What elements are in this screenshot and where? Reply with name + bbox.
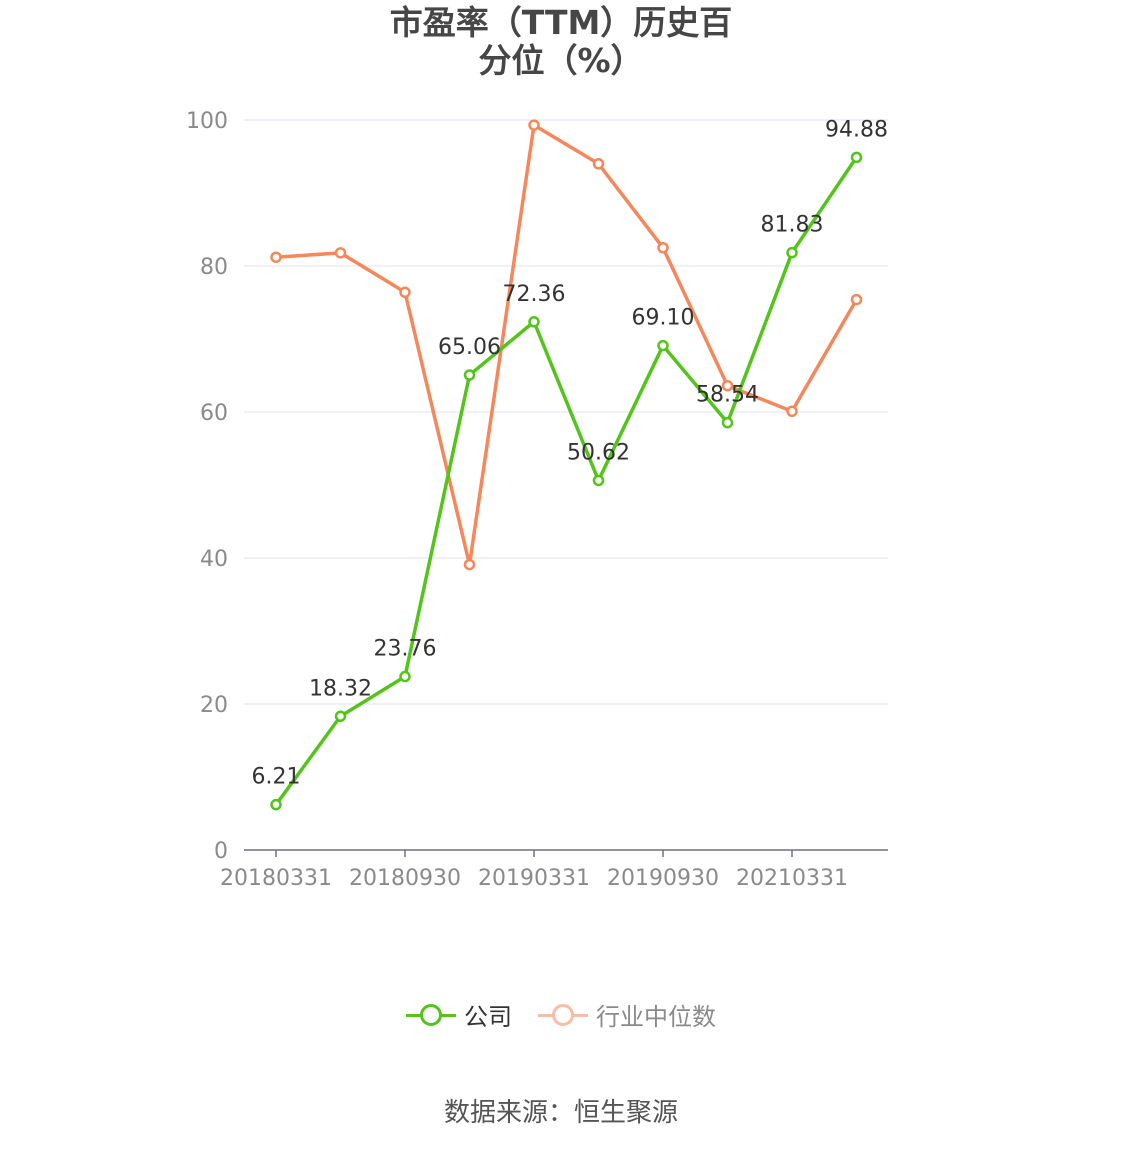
legend-company-marker-icon: [406, 1000, 456, 1030]
y-tick-label-80: 80: [200, 255, 228, 280]
data-point-company-20210630: [850, 151, 863, 164]
y-tick-label-100: 100: [186, 109, 228, 134]
data-label-20190630: 50.62: [567, 440, 630, 465]
axes: 0 20 40 60 80 100 20180331 20180930 20190331 2019…: [186, 109, 888, 891]
legend-industry-label: 行业中位数: [596, 1003, 716, 1031]
data-point-industry-20210331: [786, 405, 798, 418]
data-label-20191231: 58.54: [696, 383, 759, 408]
legend-industry-marker-icon: [538, 1000, 588, 1030]
data-label-20180630: 18.32: [309, 676, 372, 701]
data-label-20181231: 65.06: [438, 335, 501, 360]
legend: 公司 行业中位数: [0, 997, 1122, 1032]
data-point-company-20190630: [592, 474, 605, 487]
data-point-company-20191231: [721, 416, 734, 429]
y-tick-label-20: 20: [200, 693, 228, 718]
source-note: 数据来源：恒生聚源: [443, 1098, 678, 1128]
data-point-company-20180930: [399, 670, 411, 683]
data-label-20180930: 23.76: [374, 637, 437, 662]
data-point-company-20180630: [334, 710, 347, 723]
data-point-industry-20180331: [270, 251, 282, 263]
data-point-company-20210331: [786, 246, 798, 259]
legend-item-company[interactable]: 公司: [406, 997, 512, 1032]
series-line-company: [274, 156, 858, 806]
chart-title-line-2: 分位（%）: [478, 41, 644, 80]
data-label-20210331: 81.83: [761, 213, 824, 238]
data-label-20210630: 94.88: [825, 117, 888, 142]
series: [270, 119, 863, 811]
data-point-company-20190331: [528, 316, 540, 328]
y-tick-label-0: 0: [214, 839, 228, 864]
data-point-industry-20190930: [657, 242, 669, 254]
series-line-industry: [275, 123, 859, 567]
legend-item-industry[interactable]: 行业中位数: [538, 997, 716, 1032]
line-chart: 0 20 40 60 80 100 20180331 20180930 20190331 2019…: [186, 109, 888, 891]
x-tick-label-20190930: 20190930: [607, 866, 719, 891]
x-tick-label-20190331: 20190331: [478, 866, 590, 891]
data-point-industry-20180930: [399, 286, 411, 299]
chart-title: 市盈率（TTM）历史百 分位（%）: [0, 4, 1122, 80]
data-point-industry-20191231: [721, 379, 734, 392]
data-point-industry-20180630: [334, 247, 347, 259]
data-label-20190331: 72.36: [503, 282, 566, 307]
y-tick-label-60: 60: [200, 401, 228, 426]
data-point-company-20181231: [463, 369, 476, 381]
data-point-industry-20210630: [850, 293, 863, 306]
data-point-industry-20190331: [528, 119, 540, 131]
data-point-industry-20181231: [463, 558, 476, 571]
y-tick-label-40: 40: [200, 547, 228, 572]
data-label-20180331: 6.21: [252, 765, 301, 790]
legend-company-label: 公司: [464, 1003, 512, 1031]
grid-lines: [244, 119, 888, 705]
data-label-20190930: 69.10: [632, 306, 695, 331]
data-point-industry-20190630: [592, 158, 605, 170]
chart-title-line-1: 市盈率（TTM）历史百: [389, 3, 733, 42]
data-point-company-20180331: [270, 798, 282, 811]
x-tick-label-20180331: 20180331: [220, 866, 332, 891]
data-point-company-20190930: [657, 339, 669, 352]
x-tick-label-20180930: 20180930: [349, 866, 461, 891]
x-tick-label-20210331: 20210331: [736, 866, 848, 891]
